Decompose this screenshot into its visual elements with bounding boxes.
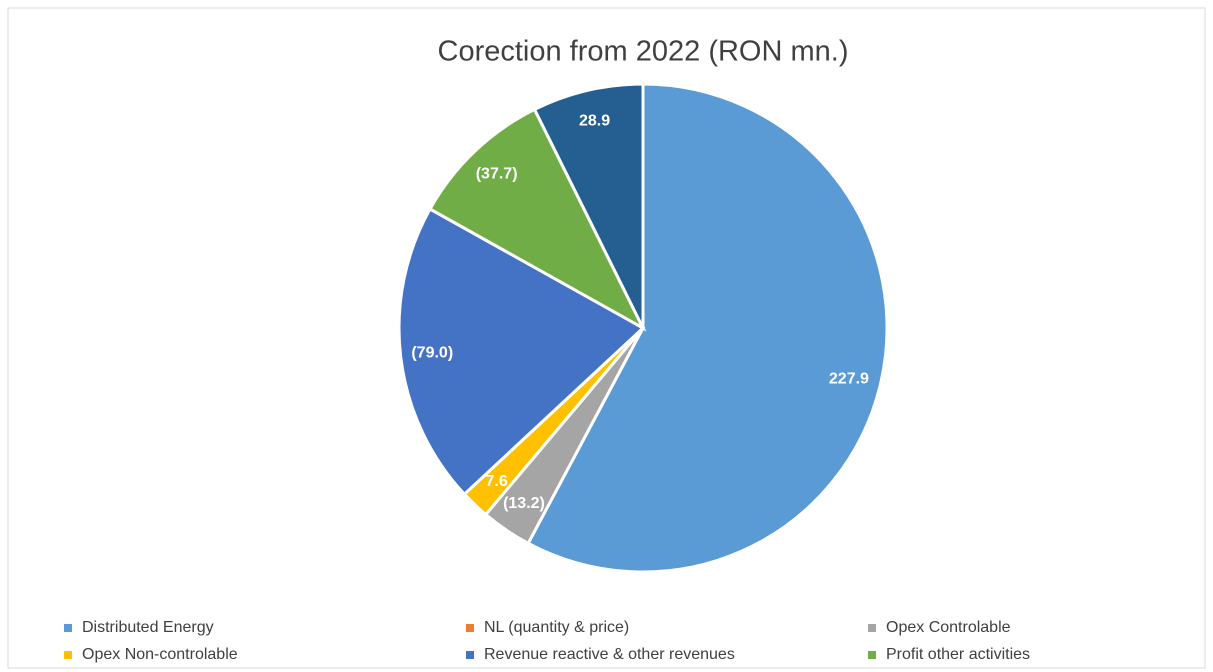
pie-slice [532,82,645,329]
legend-label: Profit other activities [886,646,1030,663]
legend-swatch [64,651,72,659]
data-label: (79.0) [411,345,453,362]
legend-swatch [868,651,876,659]
legend-label: NL (quantity & price) [484,619,629,636]
legend-label: Revenue reactive & other revenues [484,646,735,663]
legend-label: Opex Controlable [886,619,1011,636]
pie-slice [526,82,889,574]
legend-swatch [868,624,876,632]
legend-swatch [64,624,72,632]
legend-label: Opex Non-controlable [82,646,238,663]
pie-slice [427,107,647,332]
chart-title: Corection from 2022 (RON mn.) [438,36,849,68]
legend-swatch [466,651,474,659]
data-label: 7.6 [485,473,507,490]
data-label: 28.9 [579,113,610,130]
data-label: (13.2) [503,495,545,512]
pie-slice [397,206,646,497]
legend-swatch [466,624,474,632]
legend-label: Distributed Energy [82,619,214,636]
data-label: (37.7) [476,165,518,182]
data-label: 227.9 [829,371,869,388]
